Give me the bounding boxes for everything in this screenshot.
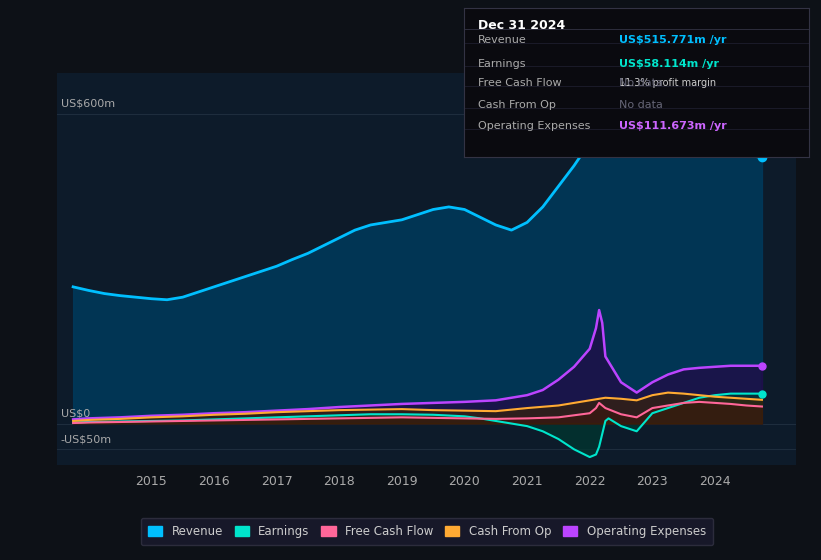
Text: No data: No data [619, 78, 663, 88]
Text: US$600m: US$600m [61, 99, 115, 109]
Text: Revenue: Revenue [478, 35, 526, 45]
Text: Dec 31 2024: Dec 31 2024 [478, 19, 565, 32]
Text: Cash From Op: Cash From Op [478, 100, 556, 110]
Text: US$58.114m /yr: US$58.114m /yr [619, 59, 719, 69]
Text: Free Cash Flow: Free Cash Flow [478, 78, 562, 88]
Text: No data: No data [619, 100, 663, 110]
Legend: Revenue, Earnings, Free Cash Flow, Cash From Op, Operating Expenses: Revenue, Earnings, Free Cash Flow, Cash … [140, 518, 713, 545]
Text: US$0: US$0 [61, 408, 89, 418]
Text: Operating Expenses: Operating Expenses [478, 121, 590, 131]
Text: US$515.771m /yr: US$515.771m /yr [619, 35, 727, 45]
Text: US$111.673m /yr: US$111.673m /yr [619, 121, 727, 131]
Text: -US$50m: -US$50m [61, 434, 112, 444]
Text: 11.3% profit margin: 11.3% profit margin [619, 78, 716, 88]
Text: Earnings: Earnings [478, 59, 526, 69]
